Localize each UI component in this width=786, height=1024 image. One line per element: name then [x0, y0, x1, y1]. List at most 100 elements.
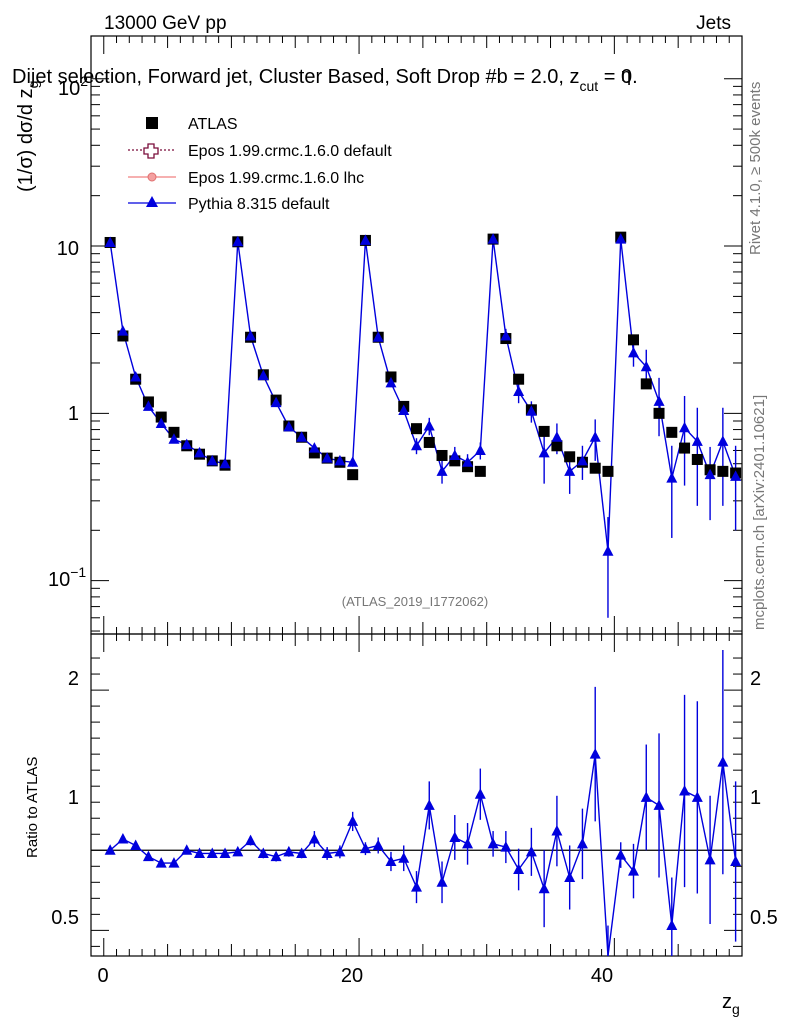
pythia-data-point	[436, 465, 448, 476]
ratio-data-point	[576, 837, 588, 849]
ratio-data-point	[219, 847, 231, 858]
x-tick-label-20: 20	[341, 965, 363, 987]
legend: ATLAS Epos 1.99.crmc.1.6.0 default Epos …	[128, 116, 392, 213]
pythia-data-point	[130, 370, 142, 382]
atlas-data-point	[117, 330, 129, 342]
atlas-data-point	[628, 334, 639, 346]
ratio-data-point	[666, 919, 678, 931]
ratio-y-tick-label-2-right: 2	[750, 668, 761, 690]
atlas-data-point	[423, 436, 435, 448]
ratio-y-tick-label-0.5: 0.5	[51, 907, 79, 929]
ratio-data-point	[270, 850, 282, 862]
atlas-data-point	[411, 423, 422, 435]
ratio-data-point	[487, 837, 499, 849]
atlas-data-point	[602, 465, 614, 477]
atlas-data-point	[449, 455, 461, 467]
atlas-data-point	[691, 453, 703, 465]
ratio-data-point	[525, 845, 537, 857]
ratio-data-point	[474, 788, 486, 799]
y-tick-label-10: 10	[57, 238, 79, 260]
ratio-data-point	[628, 865, 639, 876]
pythia-data-point	[155, 417, 167, 428]
pythia-series-line	[109, 239, 737, 552]
ratio-data-point	[155, 857, 167, 868]
pythia-data-point	[564, 465, 576, 476]
ratio-y-tick-label-2: 2	[68, 668, 79, 690]
pythia-data-point	[640, 360, 652, 372]
ratio-data-point	[717, 756, 729, 767]
header-process: Jets	[696, 13, 731, 34]
pythia-data-point	[359, 234, 371, 245]
legend-marker-epos-default	[143, 143, 159, 159]
atlas-data-point	[564, 451, 576, 463]
y-tick-label-100: 102	[58, 73, 88, 100]
ratio-data-point	[372, 839, 384, 850]
atlas-data-point	[653, 407, 665, 419]
pythia-data-point	[474, 444, 486, 455]
ratio-data-point	[194, 847, 205, 858]
ratio-data-point	[232, 845, 244, 857]
atlas-data-point	[538, 425, 550, 437]
pythia-data-point	[576, 454, 588, 466]
plot-title: Dijet selection, Forward jet, Cluster Ba…	[12, 66, 638, 94]
title-eta-overlay: η	[621, 65, 631, 85]
atlas-data-point	[347, 469, 359, 481]
ratio-data-point	[359, 842, 371, 854]
ratio-data-point	[206, 847, 218, 858]
pythia-data-point	[628, 346, 639, 358]
y-axis-label: (1/σ) dσ/d zg	[15, 81, 41, 192]
legend-marker-atlas	[146, 117, 158, 129]
pythia-data-point	[168, 433, 180, 444]
pythia-data-point	[462, 456, 474, 467]
ratio-axis-ticks	[91, 634, 743, 956]
ratio-data-point	[181, 844, 193, 855]
atlas-data-point	[717, 465, 729, 477]
pythia-data-point	[334, 454, 346, 466]
ratio-data-point	[679, 784, 691, 796]
x-tick-label-0: 0	[97, 965, 108, 987]
pythia-data-point	[308, 442, 320, 453]
ratio-data-point	[168, 857, 180, 868]
main-axis-ticks	[91, 36, 743, 634]
ratio-data-point	[130, 839, 142, 850]
legend-label-epos-default: Epos 1.99.crmc.1.6.0 default	[188, 143, 392, 160]
ratio-y-axis-label: Ratio to ATLAS	[24, 757, 41, 858]
legend-marker-epos-lhc	[147, 172, 157, 182]
ratio-data-point	[296, 847, 308, 858]
pythia-data-point	[104, 236, 116, 247]
header-energy: 13000 GeV pp	[104, 13, 227, 34]
ratio-data-point	[449, 831, 461, 842]
pythia-data-point	[372, 331, 384, 342]
ratio-frame	[90, 633, 743, 957]
ratio-data-point	[640, 791, 652, 802]
pythia-data-point	[679, 421, 691, 433]
ratio-data-point	[500, 841, 512, 852]
pythia-data-point	[283, 420, 295, 432]
ratio-data-point	[142, 850, 154, 862]
atlas-data-point	[436, 449, 448, 461]
legend-marker-pythia	[146, 196, 158, 207]
ratio-data-point	[551, 825, 563, 836]
mcplots-label: mcplots.cern.ch [arXiv:2401.10621]	[751, 395, 768, 630]
y-tick-label-0.1: 10−1	[48, 564, 86, 591]
pythia-data-point	[142, 400, 154, 411]
atlas-data-point	[589, 462, 601, 474]
pythia-data-point	[487, 233, 499, 244]
pythia-data-point	[704, 468, 716, 480]
ratio-data-point	[117, 833, 129, 844]
atlas-data-point	[666, 426, 678, 438]
ratio-data-point	[385, 855, 397, 866]
pythia-data-point	[398, 404, 410, 415]
pythia-data-point	[257, 369, 269, 381]
pythia-data-point	[513, 385, 525, 397]
ratio-data-point	[538, 882, 550, 894]
x-tick-label-40: 40	[591, 965, 613, 987]
legend-label-epos-lhc: Epos 1.99.crmc.1.6.0 lhc	[188, 170, 364, 187]
analysis-watermark: (ATLAS_2019_I1772062)	[342, 594, 488, 609]
pythia-data-point	[232, 235, 244, 247]
ratio-y-tick-label-1-right: 1	[750, 787, 761, 809]
pythia-data-point	[449, 449, 461, 460]
ratio-data-point	[245, 834, 257, 846]
atlas-data-point	[308, 447, 320, 459]
ratio-data-layer	[104, 650, 742, 957]
